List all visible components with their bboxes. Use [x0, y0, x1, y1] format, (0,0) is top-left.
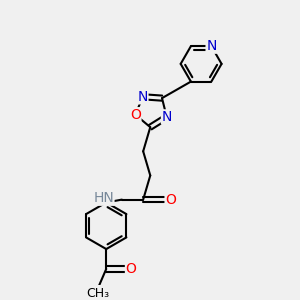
- Text: CH₃: CH₃: [87, 287, 110, 300]
- Text: N: N: [206, 39, 217, 53]
- Text: O: O: [165, 193, 176, 207]
- Text: N: N: [137, 90, 148, 104]
- Text: O: O: [130, 108, 141, 122]
- Text: N: N: [161, 110, 172, 124]
- Text: HN: HN: [93, 191, 114, 205]
- Text: O: O: [125, 262, 136, 276]
